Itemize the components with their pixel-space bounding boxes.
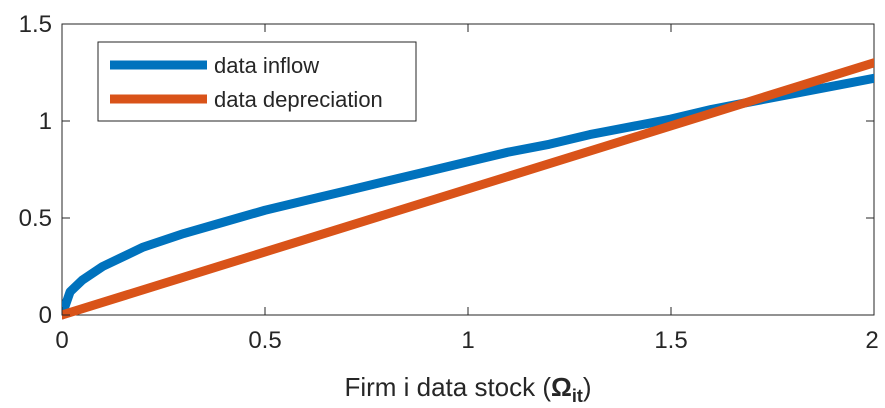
legend: data inflow data depreciation (97, 41, 417, 122)
legend-label-data-depreciation: data depreciation (214, 87, 383, 112)
x-tick-label: 2 (865, 327, 878, 354)
series-line-data-depreciation (62, 58, 874, 320)
x-tick-label: 1.5 (654, 327, 687, 354)
ticks-group: 0 0.5 1 1.5 2 0 0.5 1 1.5 (19, 11, 879, 354)
y-tick-label: 0.5 (19, 205, 52, 232)
x-axis-label-symbol: Ω (551, 372, 572, 402)
x-axis-label: Firm i data stock (Ωit) (344, 372, 591, 406)
y-tick-label: 0 (39, 302, 52, 329)
x-tick-label: 0 (55, 327, 68, 354)
x-axis-label-text: Firm i data stock ( (344, 372, 551, 402)
legend-label-data-inflow: data inflow (214, 53, 319, 78)
x-axis-label-suffix: ) (583, 372, 592, 402)
x-tick-label: 1 (461, 327, 474, 354)
legend-box (97, 41, 417, 122)
series-group (62, 58, 874, 320)
y-tick-label: 1 (39, 108, 52, 135)
y-tick-label: 1.5 (19, 11, 52, 38)
x-axis-label-subscript: it (572, 386, 583, 406)
x-tick-label: 0.5 (248, 327, 281, 354)
